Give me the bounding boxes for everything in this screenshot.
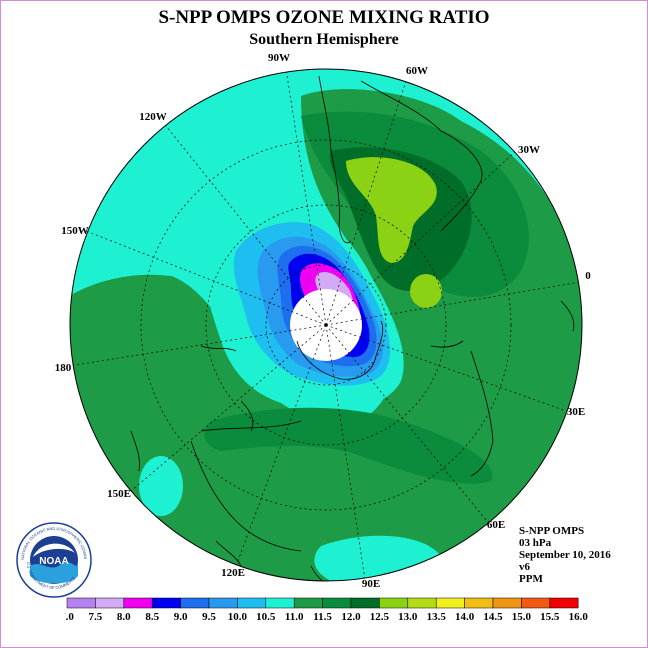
colorbar-label: 12.0 [341, 611, 361, 623]
colorbar-swatch [549, 597, 579, 609]
colorbar-swatch [492, 597, 522, 609]
ozone-field [70, 69, 582, 581]
lon-label-60w: 60W [406, 65, 428, 77]
info-version: v6 [519, 561, 530, 573]
lon-label-30e: 30E [567, 406, 585, 418]
colorbar-swatch [95, 597, 125, 609]
colorbar-swatch [464, 597, 494, 609]
colorbar-swatch [379, 597, 409, 609]
ozone-band-11-5-south [204, 407, 493, 484]
colorbar-label: 14.0 [455, 611, 475, 623]
lon-label-0: 0 [585, 270, 591, 282]
colorbar-swatch [151, 597, 181, 609]
map-title: S-NPP OMPS OZONE MIXING RATIO [158, 7, 490, 28]
colorbar-label: 13.0 [398, 611, 418, 623]
ozone-band-12-5-patch [410, 274, 442, 308]
ozone-band-12-5 [346, 157, 437, 263]
info-units: PPM [519, 573, 543, 585]
colorbar-label: 9.5 [202, 611, 216, 623]
info-pressure: 03 hPa [519, 537, 552, 549]
colorbar-swatch [66, 597, 96, 609]
colorbar: 7.0 7.5 8.0 8.5 9.0 9.5 10.0 10.5 11.0 11.5 12.0 12… [65, 597, 588, 623]
logo-text: NOAA [39, 556, 68, 567]
colorbar-label: 10.0 [228, 611, 248, 623]
colorbar-swatch [237, 597, 267, 609]
map-subtitle: Southern Hemisphere [249, 31, 399, 48]
colorbar-label: 7.0 [65, 611, 74, 623]
colorbar-swatch [180, 597, 210, 609]
info-block: S-NPP OMPS 03 hPa September 10, 2016 v6 … [519, 525, 611, 585]
graticule [70, 69, 582, 581]
lon-label-120e: 120E [221, 567, 245, 579]
lon-label-60e: 60E [487, 519, 505, 531]
colorbar-label: 14.5 [483, 611, 503, 623]
lon-label-90e: 90E [362, 578, 380, 590]
colorbar-label: 10.5 [256, 611, 276, 623]
info-date: September 10, 2016 [519, 549, 611, 561]
lon-label-150e: 150E [107, 488, 131, 500]
colorbar-label: 16.0 [569, 611, 589, 623]
lon-label-180: 180 [55, 362, 72, 374]
noaa-logo: NOAA NATIONAL OCEANIC AND ATMOSPHERIC AD… [15, 521, 92, 598]
colorbar-label: 12.5 [370, 611, 390, 623]
lon-label-150w: 150W [61, 225, 89, 237]
colorbar-label: 8.0 [117, 611, 131, 623]
lon-label-120w: 120W [139, 111, 167, 123]
colorbar-swatch [265, 597, 295, 609]
colorbar-label: 9.0 [174, 611, 188, 623]
colorbar-swatch [407, 597, 437, 609]
colorbar-swatch [293, 597, 323, 609]
colorbar-swatch [123, 597, 153, 609]
colorbar-swatch [521, 597, 551, 609]
colorbar-label: 15.5 [540, 611, 560, 623]
colorbar-label: 11.5 [313, 611, 332, 623]
colorbar-swatch [208, 597, 238, 609]
colorbar-swatch [435, 597, 465, 609]
colorbar-label: 11.0 [285, 611, 304, 623]
colorbar-label: 8.5 [145, 611, 159, 623]
info-instrument: S-NPP OMPS [519, 525, 585, 537]
colorbar-swatch [350, 597, 380, 609]
colorbar-label: 15.0 [512, 611, 532, 623]
coastlines [130, 75, 575, 581]
map-boundary [69, 68, 583, 582]
ozone-band-10-5-lobe [139, 456, 183, 516]
colorbar-label: 13.5 [427, 611, 447, 623]
colorbar-label: 7.5 [89, 611, 103, 623]
lon-label-30w: 30W [518, 144, 540, 156]
colorbar-swatches [66, 597, 579, 609]
colorbar-labels: 7.0 7.5 8.0 8.5 9.0 9.5 10.0 10.5 11.0 11.5 12.0 12… [65, 611, 588, 623]
lon-label-90w: 90W [268, 52, 290, 64]
colorbar-swatch [322, 597, 352, 609]
